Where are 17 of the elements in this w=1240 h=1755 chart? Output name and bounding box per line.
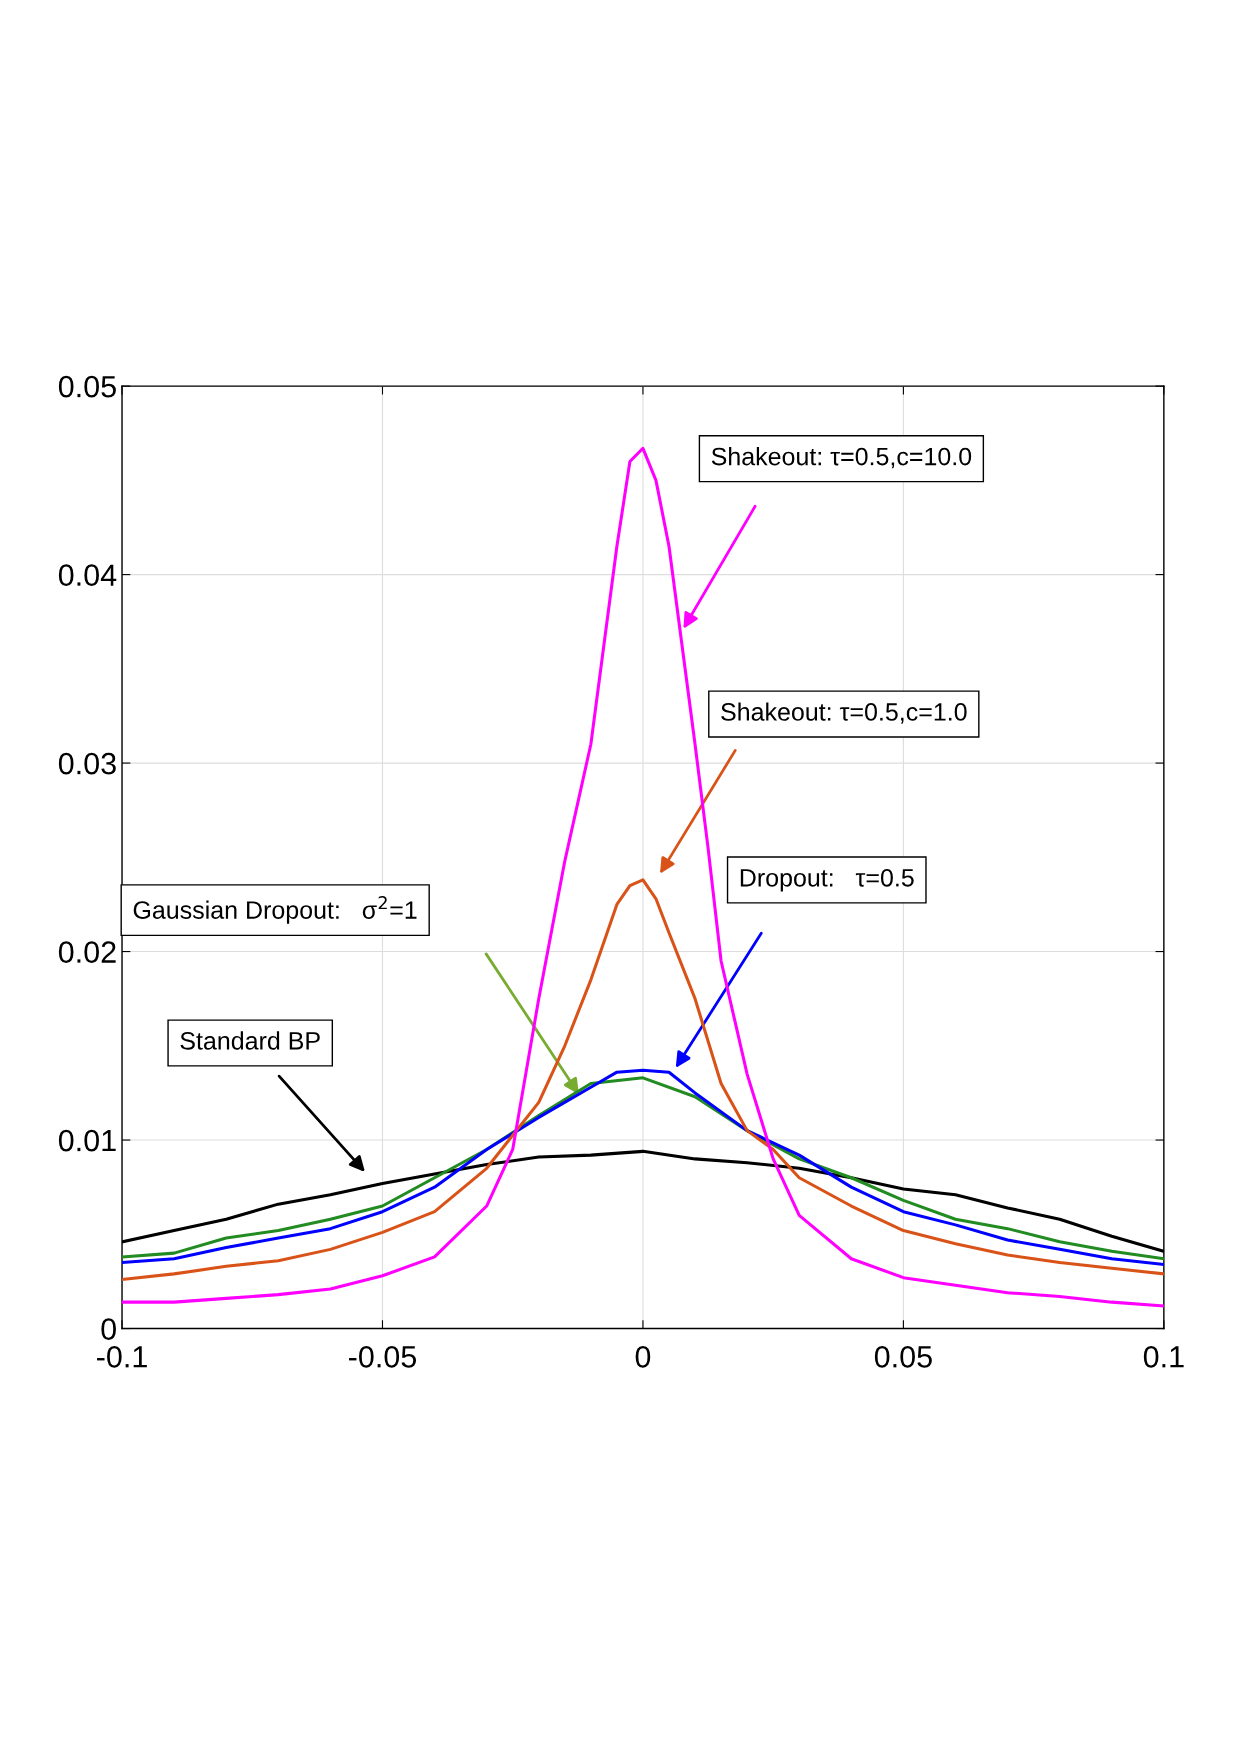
annotation: Dropout: τ=0.5 <box>740 868 914 892</box>
x-tick-label: 0 <box>635 1346 651 1368</box>
y-tick-label: 0.02 <box>58 941 116 963</box>
line-series <box>122 446 1164 1308</box>
x-tick-label: 0.1 <box>1143 1346 1184 1368</box>
y-tick-label: 0.03 <box>58 752 116 775</box>
annotation: Shakeout: τ=0.5,c=10.0 <box>711 447 972 469</box>
x-tick-label: -0.05 <box>349 1346 417 1368</box>
y-tick-label: 0.04 <box>58 564 117 586</box>
x-tick-label: 0.05 <box>874 1346 932 1368</box>
y-tick-label: 0.01 <box>58 1129 116 1152</box>
y-tick-label: 0 <box>101 1318 116 1340</box>
x-tick-label: -0.1 <box>97 1346 147 1368</box>
annotation: Gaussian Dropout: σ$^{2}$=1 <box>133 896 417 924</box>
y-tick-label: 0.05 <box>58 375 116 398</box>
annotation: Shakeout: τ=0.5,c=1.0 <box>721 702 967 724</box>
annotation: Standard BP <box>180 1031 320 1050</box>
